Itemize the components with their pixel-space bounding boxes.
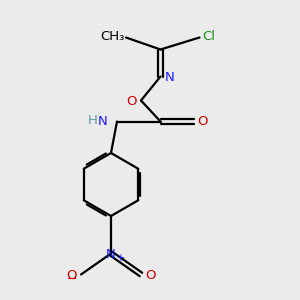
Text: −: − xyxy=(67,272,77,286)
Text: +: + xyxy=(116,253,124,263)
Text: O: O xyxy=(126,94,136,108)
Text: N: N xyxy=(106,248,116,261)
Text: O: O xyxy=(66,269,76,282)
Text: N: N xyxy=(98,115,107,128)
Text: CH₃: CH₃ xyxy=(100,30,124,43)
Text: O: O xyxy=(197,115,208,128)
Text: Cl: Cl xyxy=(202,30,215,43)
Text: O: O xyxy=(146,269,156,282)
Text: H: H xyxy=(88,113,98,127)
Text: N: N xyxy=(164,71,174,84)
